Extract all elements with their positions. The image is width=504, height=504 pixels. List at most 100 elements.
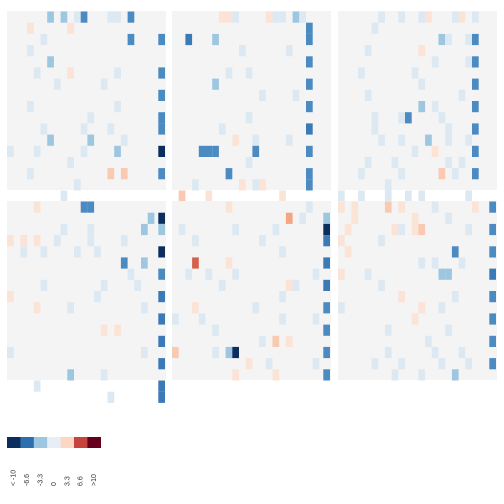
heatmap-cell (225, 11, 233, 23)
legend-label: 3.3 (64, 476, 71, 486)
heatmap-cell (279, 313, 286, 325)
heatmap-cell (489, 223, 496, 236)
heatmap-cell (358, 168, 365, 180)
heatmap-cell (364, 45, 372, 57)
heatmap-cell (472, 168, 479, 180)
heatmap-cell (212, 145, 219, 157)
heatmap-cell (445, 123, 452, 135)
heatmap-cell (338, 268, 345, 280)
heatmap-cell (7, 145, 14, 157)
heatmap-cell (252, 302, 260, 314)
heatmap-cell (371, 22, 379, 34)
heatmap-cell (158, 33, 165, 46)
heatmap-cell (245, 67, 253, 79)
heatmap-cell (158, 223, 165, 236)
heatmap-cell (378, 11, 385, 23)
heatmap-cell (489, 335, 496, 347)
heatmap-cell (279, 246, 286, 258)
heatmap-cell (232, 134, 239, 146)
heatmap-cell (272, 223, 280, 236)
heatmap-cell (107, 168, 115, 180)
heatmap-cell (7, 235, 14, 247)
heatmap-cell (323, 279, 330, 291)
heatmap-cell (120, 235, 128, 247)
heatmap-cell (158, 391, 165, 403)
heatmap-cell (40, 123, 48, 135)
heatmap-cell (472, 11, 479, 23)
heatmap-cell (323, 235, 330, 247)
heatmap-cell (232, 346, 239, 359)
heatmap-cell (212, 33, 219, 46)
heatmap-cell (384, 201, 392, 213)
heatmap-cell (371, 123, 379, 135)
heatmap-cell (265, 11, 273, 23)
heatmap-cell (53, 235, 61, 247)
heatmap-cell (80, 11, 88, 23)
legend-swatch (20, 437, 34, 448)
heatmap-cell (259, 335, 266, 347)
heatmap-cell (259, 89, 266, 101)
heatmap-cell (351, 212, 359, 224)
legend-label: >10 (91, 474, 98, 486)
heatmap-cell (489, 246, 496, 258)
heatmap-panel-3 (338, 11, 497, 213)
heatmap-cell (451, 291, 459, 303)
heatmap-cell (27, 168, 34, 180)
heatmap-cell (252, 145, 260, 157)
heatmap-cell (351, 201, 359, 213)
heatmap-cell (33, 67, 41, 79)
heatmap-cell (338, 302, 345, 314)
panel-background (172, 201, 331, 380)
heatmap-cell (391, 223, 399, 236)
heatmap-cell (218, 279, 226, 291)
heatmap-cell (33, 235, 41, 247)
heatmap-cell (33, 201, 41, 213)
heatmap-panel-1 (7, 11, 166, 213)
panel-background (7, 11, 166, 190)
heatmap-cell (431, 257, 439, 269)
heatmap-cell (27, 45, 34, 57)
heatmap-cell (27, 22, 34, 34)
heatmap-cell (472, 145, 479, 157)
legend-swatch (87, 437, 101, 448)
heatmap-cell (158, 212, 165, 224)
heatmap-cell (107, 123, 115, 135)
heatmap-cell (398, 11, 405, 23)
heatmap-cell (141, 257, 148, 269)
heatmap-cell (259, 235, 266, 247)
heatmap-cell (323, 369, 330, 381)
heatmap-cell (411, 212, 419, 224)
heatmap-cell (418, 369, 426, 381)
heatmap-cell (172, 313, 179, 325)
heatmap-cell (405, 190, 412, 202)
heatmap-cell (425, 335, 432, 347)
heatmap-cell (378, 134, 385, 146)
legend-swatches (7, 437, 101, 448)
heatmap-cell (431, 346, 439, 359)
heatmap-cell (371, 112, 379, 124)
heatmap-cell (272, 369, 280, 381)
heatmap-cell (80, 145, 88, 157)
heatmap-cell (292, 279, 300, 291)
heatmap-panel-4 (7, 201, 166, 403)
heatmap-cell (252, 179, 260, 191)
heatmap-cell (20, 235, 28, 247)
heatmap-cell (489, 358, 496, 370)
heatmap-cell (458, 156, 466, 169)
heatmap-cell (292, 89, 300, 101)
heatmap-cell (147, 212, 155, 224)
heatmap-cell (306, 101, 313, 113)
heatmap-cell (465, 358, 472, 370)
heatmap-cell (158, 123, 165, 135)
heatmap-cell (445, 156, 452, 169)
heatmap-cell (158, 380, 165, 392)
heatmap-cell (465, 56, 472, 68)
legend-label: -6.6 (24, 474, 31, 486)
heatmap-cell (451, 369, 459, 381)
heatmap-cell (425, 134, 432, 146)
heatmap-cell (398, 168, 405, 180)
heatmap-cell (107, 11, 115, 23)
heatmap-cell (141, 346, 148, 359)
heatmap-cell (398, 291, 405, 303)
legend-label: < -10 (11, 470, 18, 486)
